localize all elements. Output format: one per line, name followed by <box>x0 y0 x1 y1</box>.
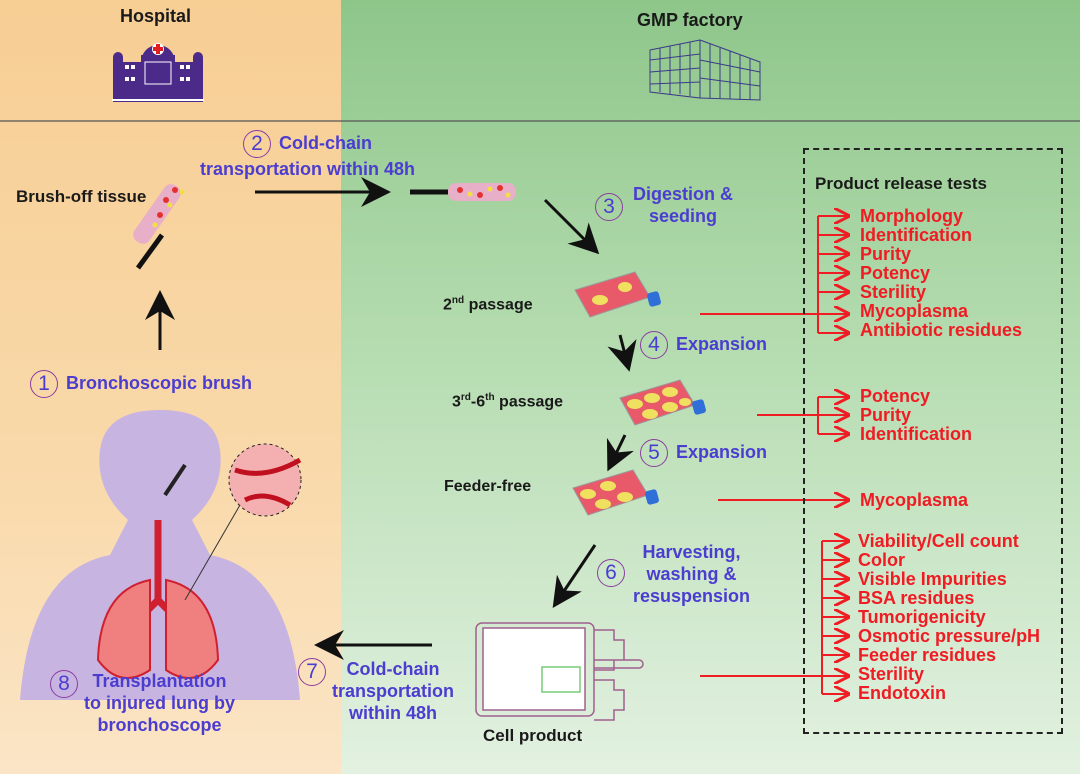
brush-off-label: Brush-off tissue <box>16 187 147 206</box>
step-6: 6 Harvesting, washing & resuspension <box>597 541 750 607</box>
step-5: 5 Expansion <box>640 439 767 467</box>
step-8: 8 Transplantation to injured lung by bronch… <box>50 670 235 736</box>
feeder-free-label: Feeder-free <box>444 478 532 495</box>
test-item: Mycoplasma <box>860 490 969 510</box>
test-item: Endotoxin <box>858 683 946 703</box>
hospital-heading: Hospital <box>120 6 192 26</box>
test-item: Sterility <box>860 282 927 302</box>
test-group-2: Potency Purity Identification <box>860 387 972 444</box>
test-item: Potency <box>860 386 931 406</box>
test-item: Purity <box>860 405 912 425</box>
culture-flask-icon <box>619 379 706 426</box>
passage-3-6-label: 3rd-6th passage <box>452 392 564 411</box>
test-item: Identification <box>860 225 972 245</box>
test-item: Sterility <box>858 664 925 684</box>
step-2: 2 Cold-chain transportation within 48h <box>200 130 416 179</box>
test-item: Potency <box>860 263 931 283</box>
step-7: 7 Cold-chain transportation within 48h <box>298 658 454 724</box>
test-item: Viability/Cell count <box>858 531 1019 551</box>
step-4: 4 Expansion <box>640 331 767 359</box>
test-item: Osmotic pressure/pH <box>858 626 1041 646</box>
test-item: Antibiotic residues <box>860 320 1023 340</box>
test-item: Feeder residues <box>858 645 997 665</box>
tests-title: Product release tests <box>815 174 987 193</box>
product-release-tests-box <box>803 148 1063 734</box>
brush-icon <box>410 183 516 201</box>
test-item: Identification <box>860 424 972 444</box>
test-item: Purity <box>860 244 912 264</box>
process-arrows <box>145 177 637 660</box>
step-1: 1 Bronchoscopic brush <box>30 370 252 398</box>
test-item: Morphology <box>860 206 963 226</box>
cell-product-label: Cell product <box>483 726 583 745</box>
brush-icon <box>133 184 185 270</box>
test-group-4: Viability/Cell count Color Visible Impurit… <box>858 532 1040 703</box>
factory-panel <box>341 0 1080 774</box>
factory-icon <box>649 39 761 101</box>
test-item: Color <box>858 550 905 570</box>
hospital-icon <box>112 43 204 102</box>
step-3: 3 Digestion & seeding <box>595 183 733 227</box>
test-group-1: Morphology Identification Purity Potency Ste… <box>860 207 1022 340</box>
test-item: Mycoplasma <box>860 301 969 321</box>
passage-2-label: 2nd passage <box>443 295 533 314</box>
factory-heading: GMP factory <box>637 10 743 30</box>
cell-product-bag-icon <box>475 622 644 721</box>
test-group-3: Mycoplasma <box>860 491 968 510</box>
test-item: BSA residues <box>858 588 975 608</box>
test-arrows <box>700 216 848 694</box>
test-item: Tumorigenicity <box>858 607 986 627</box>
test-item: Visible Impurities <box>858 569 1007 589</box>
human-lungs-illustration <box>20 410 302 700</box>
culture-flask-icon <box>574 271 661 318</box>
culture-flask-icon <box>572 469 659 516</box>
